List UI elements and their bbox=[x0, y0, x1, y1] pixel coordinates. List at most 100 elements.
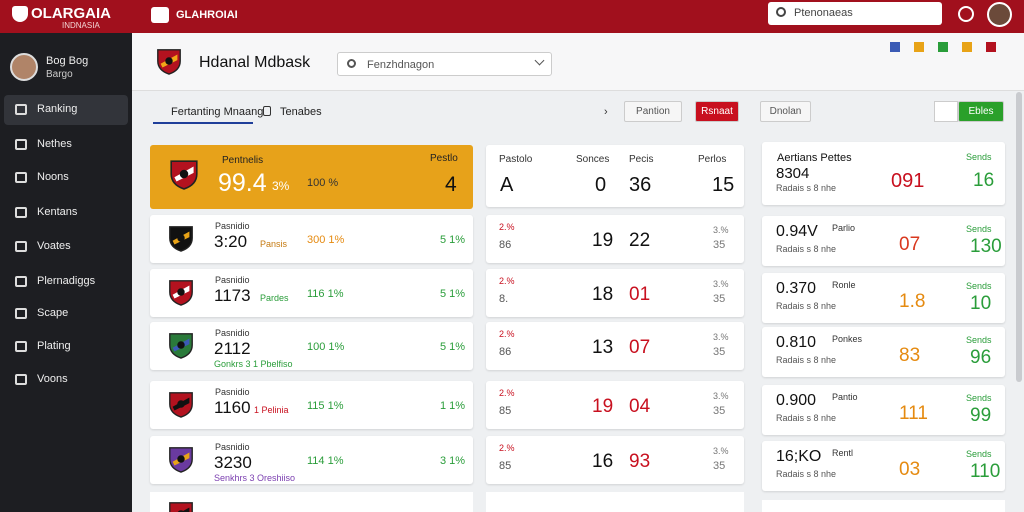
odds-card: 0.94V Parlio Radais s 8 nhe 07 Sends 130 bbox=[762, 216, 1005, 266]
header-select[interactable]: Fenzhdnagon bbox=[337, 52, 552, 76]
button[interactable]: Dnolan bbox=[760, 101, 811, 122]
flag-icon[interactable] bbox=[962, 42, 972, 52]
menu-item[interactable]: Plating bbox=[4, 332, 128, 362]
stats-card: 2.% 85 16 93 3.% 35 bbox=[486, 436, 744, 484]
stats-card bbox=[486, 492, 744, 512]
odds-card: 0.370 Ronle Radais s 8 nhe 1.8 Sends 10 bbox=[762, 273, 1005, 323]
stats-card: 2.% 86 13 07 3.% 35 bbox=[486, 322, 744, 370]
stat-small: 3.% bbox=[713, 332, 729, 342]
team-name: 2112 bbox=[214, 339, 251, 358]
menu-label: Voons bbox=[37, 373, 68, 385]
menu-item[interactable]: Kentans bbox=[4, 198, 128, 228]
odds-label: Sends bbox=[966, 152, 992, 162]
odds-tag: Rentl bbox=[832, 448, 854, 458]
stat-small: 2.% bbox=[499, 329, 515, 339]
menu-item[interactable]: Ranking bbox=[4, 95, 128, 125]
stats-header: Perlos bbox=[698, 154, 727, 165]
team-crest bbox=[167, 445, 195, 473]
stats-top-value: 15 bbox=[712, 174, 735, 196]
stat-small: 3.% bbox=[713, 225, 729, 235]
stats-card: Pastolo Sonces Pecis Perlos A 0 36 15 bbox=[486, 145, 744, 207]
odds-value: 83 bbox=[899, 345, 921, 366]
team-mid: 100 1% bbox=[307, 341, 345, 353]
button-label: Ebles bbox=[968, 106, 994, 117]
menu-item[interactable]: Nethes bbox=[4, 130, 128, 160]
stat-small: 35 bbox=[713, 239, 726, 251]
button[interactable]: Ebles bbox=[958, 101, 1004, 122]
stats-header: Pecis bbox=[629, 154, 654, 165]
team-crest bbox=[167, 390, 195, 418]
odds-tag: Parlio bbox=[832, 223, 856, 233]
button[interactable]: Pantion bbox=[624, 101, 682, 122]
team-mid: 115 1% bbox=[307, 400, 344, 412]
odds-card: 16;KO Rentl Radais s 8 nhe 03 Sends 110 bbox=[762, 441, 1005, 491]
menu-icon bbox=[15, 104, 27, 115]
crest-icon bbox=[169, 502, 193, 512]
menu-label: Kentans bbox=[37, 206, 78, 218]
flag-icon[interactable] bbox=[914, 42, 924, 52]
button[interactable] bbox=[934, 101, 958, 122]
stat-small: 86 bbox=[499, 239, 512, 251]
odds-sub: Radais s 8 nhe bbox=[776, 469, 837, 479]
stat-small: 2.% bbox=[499, 443, 515, 453]
odds-sub: Radais s 8 nhe bbox=[776, 413, 837, 423]
brand: GLAHROIAI bbox=[176, 9, 238, 21]
menu-label: Ranking bbox=[37, 103, 78, 115]
settings-icon[interactable] bbox=[958, 6, 974, 22]
team-mid: 116 1% bbox=[307, 288, 344, 300]
team-crest bbox=[167, 331, 195, 359]
featured-right-label: Pestlo bbox=[430, 153, 458, 164]
menu-item[interactable]: Scape bbox=[4, 299, 128, 329]
flag-icon[interactable] bbox=[986, 42, 996, 52]
top-search[interactable]: Ptenonaeas bbox=[768, 2, 942, 25]
tab[interactable]: Tenabes bbox=[280, 106, 322, 118]
crest-icon bbox=[169, 226, 193, 252]
scrollbar[interactable] bbox=[1016, 92, 1022, 382]
team-right: 1 1% bbox=[440, 400, 466, 412]
team-title: Pasnidio bbox=[215, 275, 250, 285]
user-name: Bog Bog bbox=[46, 55, 89, 67]
menu-icon bbox=[15, 308, 27, 319]
menu-item[interactable]: Voates bbox=[4, 232, 128, 262]
odds-value: 091 bbox=[891, 170, 925, 192]
team-card: Pasnidio 3230 Senkhrs 3 Oreshiiso 114 1% 3 1… bbox=[150, 436, 473, 484]
odds-value: 111 bbox=[899, 403, 928, 424]
select-icon bbox=[347, 59, 356, 68]
odds-value: 03 bbox=[899, 459, 921, 480]
tab-icon bbox=[263, 106, 271, 116]
stat-big: 19 bbox=[592, 396, 614, 417]
team-crest bbox=[167, 278, 195, 306]
user-sub: Bargo bbox=[46, 69, 73, 80]
stat-big: 18 bbox=[592, 284, 614, 305]
menu-icon bbox=[15, 241, 27, 252]
menu-item[interactable]: Noons bbox=[4, 163, 128, 193]
stats-header: Sonces bbox=[576, 154, 610, 165]
odds-label: Sends bbox=[966, 449, 992, 459]
flag-icon[interactable] bbox=[890, 42, 900, 52]
flag-icon[interactable] bbox=[938, 42, 948, 52]
stat-big: 93 bbox=[629, 451, 651, 472]
stats-top-value: 36 bbox=[629, 174, 652, 196]
stat-big: 16 bbox=[592, 451, 614, 472]
odds-sub: Radais s 8 nhe bbox=[776, 301, 837, 311]
menu-item[interactable]: Plernadiggs bbox=[4, 267, 128, 297]
odds-label: Sends bbox=[966, 393, 992, 403]
team-right: 3 1% bbox=[440, 455, 466, 467]
stat-small: 35 bbox=[713, 405, 726, 417]
menu-item[interactable]: Voons bbox=[4, 365, 128, 395]
tab-active[interactable] bbox=[153, 100, 253, 124]
odds-green: 99 bbox=[970, 405, 992, 426]
team-title: Pasnidio bbox=[215, 328, 250, 338]
tab[interactable]: Fertanting Mnaang bbox=[171, 106, 264, 118]
avatar[interactable] bbox=[987, 2, 1012, 27]
stats-card: 2.% 86 19 22 3.% 35 bbox=[486, 215, 744, 263]
crest-icon bbox=[169, 333, 193, 359]
stats-top-value: A bbox=[500, 174, 514, 196]
stat-small: 3.% bbox=[713, 279, 729, 289]
button[interactable]: Rsnaat bbox=[695, 101, 739, 122]
button-label: Rsnaat bbox=[701, 106, 733, 117]
odds-tag: Ronle bbox=[832, 280, 856, 290]
odds-sub: Radais s 8 nhe bbox=[776, 355, 837, 365]
odds-green: 96 bbox=[970, 347, 992, 368]
